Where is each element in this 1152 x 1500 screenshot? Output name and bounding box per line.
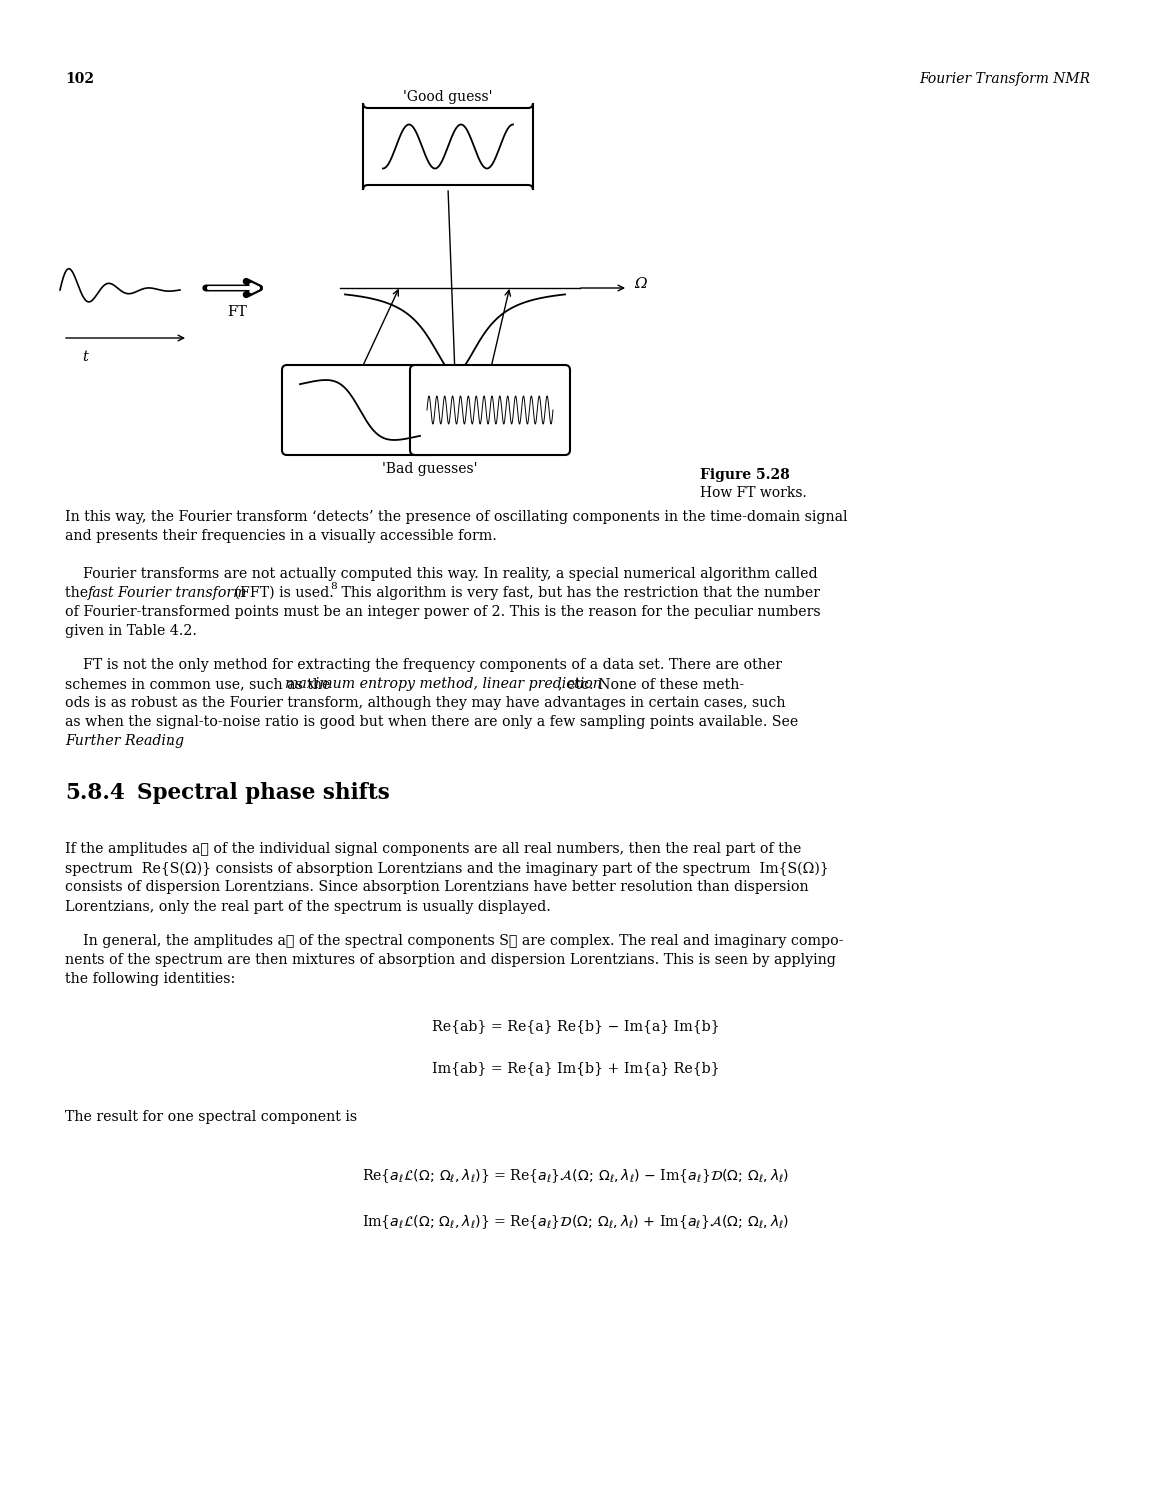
Text: FT: FT: [227, 304, 247, 320]
FancyBboxPatch shape: [282, 364, 438, 454]
Text: How FT works.: How FT works.: [700, 486, 806, 500]
Text: Lorentzians, only the real part of the spectrum is usually displayed.: Lorentzians, only the real part of the s…: [65, 900, 551, 914]
FancyBboxPatch shape: [363, 104, 533, 190]
Text: consists of dispersion Lorentzians. Since absorption Lorentzians have better res: consists of dispersion Lorentzians. Sinc…: [65, 880, 809, 894]
Text: .: .: [168, 734, 173, 748]
Text: Fourier transforms are not actually computed this way. In reality, a special num: Fourier transforms are not actually comp…: [65, 567, 818, 580]
Text: (FFT) is used.: (FFT) is used.: [230, 586, 334, 600]
Text: of Fourier-transformed points must be an integer power of 2. This is the reason : of Fourier-transformed points must be an…: [65, 604, 820, 619]
Text: If the amplitudes aℓ of the individual signal components are all real numbers, t: If the amplitudes aℓ of the individual s…: [65, 843, 802, 856]
Text: given in Table 4.2.: given in Table 4.2.: [65, 624, 197, 638]
Text: t: t: [82, 350, 88, 364]
Text: Im{$a_\ell\mathcal{L}(\Omega;\,\Omega_\ell,\lambda_\ell)$} = Re{$a_\ell$}$\mathc: Im{$a_\ell\mathcal{L}(\Omega;\,\Omega_\e…: [363, 1214, 789, 1230]
Text: 'Bad guesses': 'Bad guesses': [382, 462, 478, 476]
Text: schemes in common use, such as the: schemes in common use, such as the: [65, 676, 335, 692]
Text: Re{$a_\ell\mathcal{L}(\Omega;\,\Omega_\ell,\lambda_\ell)$} = Re{$a_\ell$}$\mathc: Re{$a_\ell\mathcal{L}(\Omega;\,\Omega_\e…: [363, 1167, 789, 1185]
Text: The result for one spectral component is: The result for one spectral component is: [65, 1110, 357, 1125]
Text: Figure 5.28: Figure 5.28: [700, 468, 790, 482]
Text: 5.8.4: 5.8.4: [65, 782, 124, 804]
FancyBboxPatch shape: [410, 364, 570, 454]
Text: 'Good guess': 'Good guess': [403, 90, 493, 104]
Text: Im{ab} = Re{a} Im{b} + Im{a} Re{b}: Im{ab} = Re{a} Im{b} + Im{a} Re{b}: [432, 1060, 720, 1076]
Text: nents of the spectrum are then mixtures of absorption and dispersion Lorentzians: nents of the spectrum are then mixtures …: [65, 952, 836, 966]
Text: In general, the amplitudes aℓ of the spectral components Sℓ are complex. The rea: In general, the amplitudes aℓ of the spe…: [65, 933, 843, 948]
Text: Re{ab} = Re{a} Re{b} − Im{a} Im{b}: Re{ab} = Re{a} Re{b} − Im{a} Im{b}: [432, 1019, 720, 1034]
Text: 102: 102: [65, 72, 94, 86]
Text: FT is not the only method for extracting the frequency components of a data set.: FT is not the only method for extracting…: [65, 658, 782, 672]
Text: In this way, the Fourier transform ‘detects’ the presence of oscillating compone: In this way, the Fourier transform ‘dete…: [65, 510, 848, 524]
Text: ods is as robust as the Fourier transform, although they may have advantages in : ods is as robust as the Fourier transfor…: [65, 696, 786, 709]
Text: maximum entropy method, linear prediction: maximum entropy method, linear predictio…: [285, 676, 601, 692]
Text: and presents their frequencies in a visually accessible form.: and presents their frequencies in a visu…: [65, 530, 497, 543]
Text: Spectral phase shifts: Spectral phase shifts: [137, 782, 389, 804]
Text: Fourier Transform NMR: Fourier Transform NMR: [919, 72, 1090, 86]
Text: Further Reading: Further Reading: [65, 734, 184, 748]
Text: the following identities:: the following identities:: [65, 972, 235, 986]
Text: 8: 8: [329, 582, 336, 591]
Text: This algorithm is very fast, but has the restriction that the number: This algorithm is very fast, but has the…: [338, 586, 820, 600]
Text: , etc. None of these meth-: , etc. None of these meth-: [558, 676, 744, 692]
Text: spectrum  Re{S(Ω)} consists of absorption Lorentzians and the imaginary part of : spectrum Re{S(Ω)} consists of absorption…: [65, 861, 828, 876]
Text: Ω: Ω: [634, 278, 646, 291]
Text: as when the signal-to-noise ratio is good but when there are only a few sampling: as when the signal-to-noise ratio is goo…: [65, 716, 798, 729]
Text: the: the: [65, 586, 92, 600]
Text: fast Fourier transform: fast Fourier transform: [88, 586, 248, 600]
